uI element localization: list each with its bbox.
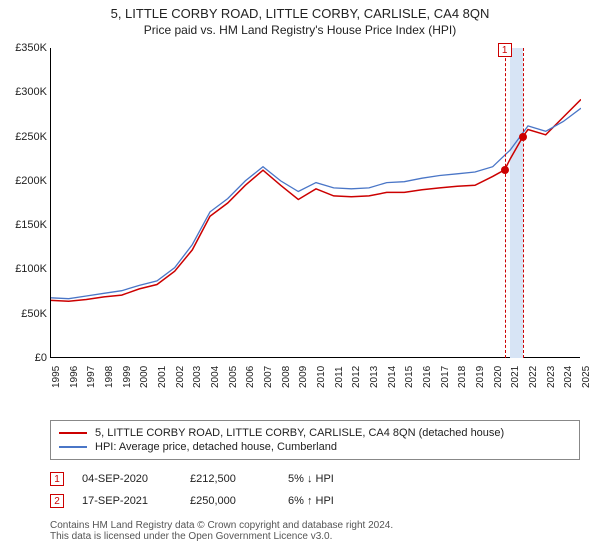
event-diff: 6% ↑ HPI bbox=[288, 495, 378, 507]
x-tick-label: 2005 bbox=[228, 366, 239, 388]
x-tick-label: 2002 bbox=[175, 366, 186, 388]
x-tick-label: 2023 bbox=[546, 366, 557, 388]
x-tick-label: 2008 bbox=[281, 366, 292, 388]
events-table: 1 04-SEP-2020 £212,500 5% ↓ HPI 2 17-SEP-2021… bbox=[50, 468, 580, 512]
x-tick-label: 2015 bbox=[404, 366, 415, 388]
x-tick-label: 1996 bbox=[69, 366, 80, 388]
event-badge: 1 bbox=[50, 472, 64, 486]
event-price: £250,000 bbox=[190, 495, 270, 507]
series-line-hpi bbox=[51, 108, 581, 299]
footer-line-1: Contains HM Land Registry data © Crown c… bbox=[50, 520, 580, 531]
x-tick-label: 1995 bbox=[51, 366, 62, 388]
x-tick-label: 2019 bbox=[475, 366, 486, 388]
x-tick-label: 2010 bbox=[316, 366, 327, 388]
x-tick-label: 2012 bbox=[351, 366, 362, 388]
x-tick-label: 2020 bbox=[493, 366, 504, 388]
x-tick-label: 1998 bbox=[104, 366, 115, 388]
event-diff: 5% ↓ HPI bbox=[288, 473, 378, 485]
y-tick-label: £0 bbox=[3, 352, 47, 364]
legend-box: 5, LITTLE CORBY ROAD, LITTLE CORBY, CARL… bbox=[50, 420, 580, 460]
y-tick-label: £250K bbox=[3, 131, 47, 143]
x-tick-label: 2024 bbox=[563, 366, 574, 388]
x-tick-label: 2022 bbox=[528, 366, 539, 388]
event-row: 1 04-SEP-2020 £212,500 5% ↓ HPI bbox=[50, 468, 580, 490]
legend-swatch bbox=[59, 446, 87, 448]
x-tick-label: 2004 bbox=[210, 366, 221, 388]
legend-label: HPI: Average price, detached house, Cumb… bbox=[95, 441, 337, 453]
chart-subtitle: Price paid vs. HM Land Registry's House … bbox=[0, 21, 600, 37]
x-tick-label: 2007 bbox=[263, 366, 274, 388]
event-marker bbox=[519, 133, 527, 141]
legend-swatch bbox=[59, 432, 87, 434]
event-vline bbox=[523, 48, 524, 358]
event-date: 04-SEP-2020 bbox=[82, 473, 172, 485]
legend-item: HPI: Average price, detached house, Cumb… bbox=[59, 440, 571, 454]
legend-item: 5, LITTLE CORBY ROAD, LITTLE CORBY, CARL… bbox=[59, 426, 571, 440]
x-tick-label: 2021 bbox=[510, 366, 521, 388]
legend-label: 5, LITTLE CORBY ROAD, LITTLE CORBY, CARL… bbox=[95, 427, 504, 439]
line-layer bbox=[51, 48, 581, 358]
series-line-property bbox=[51, 99, 581, 301]
event-badge: 2 bbox=[50, 494, 64, 508]
x-tick-label: 2003 bbox=[192, 366, 203, 388]
chart-area: £0£50K£100K£150K£200K£250K£300K£350K1995… bbox=[50, 48, 580, 388]
x-tick-label: 2014 bbox=[387, 366, 398, 388]
event-price: £212,500 bbox=[190, 473, 270, 485]
event-date: 17-SEP-2021 bbox=[82, 495, 172, 507]
x-tick-label: 2001 bbox=[157, 366, 168, 388]
x-tick-label: 2018 bbox=[457, 366, 468, 388]
chart-title: 5, LITTLE CORBY ROAD, LITTLE CORBY, CARL… bbox=[0, 0, 600, 21]
x-tick-label: 2006 bbox=[245, 366, 256, 388]
x-tick-label: 2000 bbox=[139, 366, 150, 388]
x-tick-label: 1999 bbox=[122, 366, 133, 388]
x-tick-label: 2009 bbox=[298, 366, 309, 388]
x-tick-label: 1997 bbox=[86, 366, 97, 388]
x-tick-label: 2025 bbox=[581, 366, 592, 388]
y-tick-label: £50K bbox=[3, 308, 47, 320]
event-marker bbox=[501, 166, 509, 174]
y-tick-label: £200K bbox=[3, 175, 47, 187]
event-marker-badge: 1 bbox=[498, 43, 512, 57]
x-tick-label: 2013 bbox=[369, 366, 380, 388]
plot-area: £0£50K£100K£150K£200K£250K£300K£350K1995… bbox=[50, 48, 580, 358]
chart-container: 5, LITTLE CORBY ROAD, LITTLE CORBY, CARL… bbox=[0, 0, 600, 560]
x-tick-label: 2011 bbox=[334, 366, 345, 388]
footer-line-2: This data is licensed under the Open Gov… bbox=[50, 531, 580, 542]
event-vline bbox=[505, 48, 506, 358]
y-tick-label: £350K bbox=[3, 42, 47, 54]
footer-attribution: Contains HM Land Registry data © Crown c… bbox=[50, 520, 580, 542]
x-tick-label: 2017 bbox=[440, 366, 451, 388]
y-tick-label: £300K bbox=[3, 86, 47, 98]
x-tick-label: 2016 bbox=[422, 366, 433, 388]
y-tick-label: £100K bbox=[3, 263, 47, 275]
y-tick-label: £150K bbox=[3, 219, 47, 231]
event-row: 2 17-SEP-2021 £250,000 6% ↑ HPI bbox=[50, 490, 580, 512]
